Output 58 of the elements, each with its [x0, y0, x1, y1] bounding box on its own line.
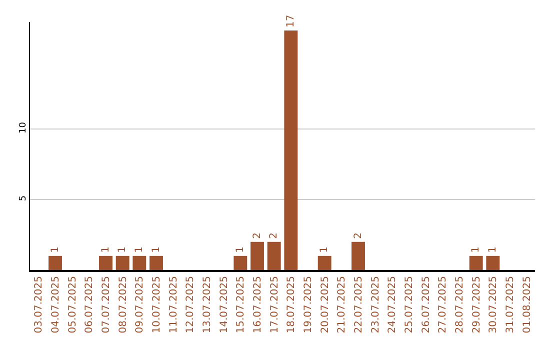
x-tick-label: 04.07.2025	[50, 276, 62, 334]
x-tick-label: 13.07.2025	[202, 276, 213, 334]
x-tick-label: 16.07.2025	[252, 276, 264, 334]
bar	[469, 256, 483, 270]
x-tick-label: 10.07.2025	[152, 276, 162, 334]
x-tick-label: 31.07.2025	[505, 276, 516, 334]
x-tick-label: 08.07.2025	[118, 276, 129, 334]
bar	[250, 242, 264, 270]
x-tick-label: 05.07.2025	[67, 276, 78, 334]
x-tick-label: 27.07.2025	[438, 276, 449, 334]
bar	[352, 242, 365, 270]
x-tick-label: 19.07.2025	[303, 276, 314, 334]
x-tick-label: 23.07.2025	[370, 276, 382, 334]
x-tick-label: 21.07.2025	[336, 276, 348, 334]
data-label: 1	[134, 246, 145, 253]
x-tick-label: 09.07.2025	[134, 276, 146, 334]
data-label: 2	[268, 232, 280, 239]
data-label: 2	[252, 232, 263, 239]
data-label: 1	[319, 246, 330, 253]
x-tick-label: 20.07.2025	[320, 276, 331, 334]
x-tick-label: 03.07.2025	[34, 276, 45, 334]
data-label: 1	[100, 246, 112, 253]
x-tick-label: 25.07.2025	[404, 276, 415, 334]
x-tick-label: 06.07.2025	[84, 276, 96, 334]
bar	[150, 256, 163, 270]
x-tick-label: 28.07.2025	[454, 276, 466, 334]
x-tick-label: 29.07.2025	[471, 276, 482, 334]
data-label: 1	[150, 246, 162, 253]
x-tick-label: 07.07.2025	[101, 276, 112, 334]
x-tick-label: 26.07.2025	[420, 276, 432, 334]
y-tick-label: 10	[18, 122, 28, 134]
x-tick-label: 22.07.2025	[354, 276, 364, 334]
data-label: 1	[50, 246, 61, 253]
bar	[267, 242, 281, 270]
bar	[284, 30, 298, 270]
bar	[318, 256, 332, 270]
data-label: 1	[234, 246, 246, 253]
bar	[486, 256, 500, 270]
data-label: 2	[352, 232, 364, 239]
x-tick-label: 17.07.2025	[269, 276, 280, 334]
x-tick-label: 14.07.2025	[218, 276, 230, 334]
x-tick-label: 30.07.2025	[488, 276, 500, 334]
y-tick-label: 5	[18, 195, 28, 202]
bar	[48, 256, 62, 270]
bar	[99, 256, 112, 270]
data-label: 1	[470, 246, 482, 253]
bar	[234, 256, 248, 270]
bar	[132, 256, 146, 270]
data-label: 1	[487, 246, 498, 253]
data-label: 1	[117, 246, 128, 253]
x-tick-label: 15.07.2025	[236, 276, 247, 334]
x-tick-label: 01.08.2025	[522, 276, 533, 334]
x-tick-label: 12.07.2025	[185, 276, 196, 334]
x-tick-label: 24.07.2025	[387, 276, 398, 334]
data-label: 17	[285, 14, 296, 28]
x-tick-label: 11.07.2025	[168, 276, 180, 334]
bar	[116, 256, 130, 270]
x-tick-label: 18.07.2025	[286, 276, 298, 334]
